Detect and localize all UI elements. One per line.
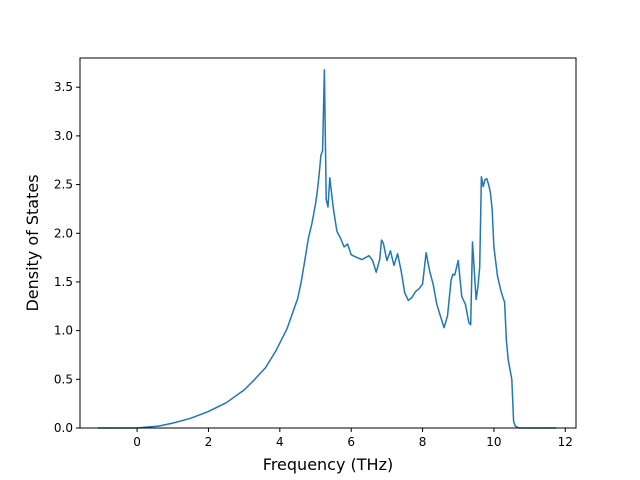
x-axis-ticks: 0 2 4 6 8 10 12 <box>133 428 573 449</box>
y-tick-label: 1.5 <box>54 275 73 289</box>
y-tick-label: 2.0 <box>54 226 73 240</box>
x-tick-label: 0 <box>133 435 141 449</box>
x-tick-label: 12 <box>558 435 573 449</box>
x-tick-label: 2 <box>205 435 213 449</box>
x-tick-label: 4 <box>276 435 284 449</box>
x-axis-label: Frequency (THz) <box>263 455 393 474</box>
y-axis-label: Density of States <box>23 174 42 311</box>
plot-area <box>97 68 557 429</box>
y-tick-label: 3.5 <box>54 80 73 94</box>
dos-line <box>97 68 557 429</box>
x-tick-label: 8 <box>419 435 427 449</box>
y-tick-label: 1.0 <box>54 324 73 338</box>
y-tick-label: 2.5 <box>54 178 73 192</box>
x-tick-label: 10 <box>486 435 501 449</box>
y-tick-label: 3.0 <box>54 129 73 143</box>
y-tick-label: 0.0 <box>54 421 73 435</box>
y-tick-label: 0.5 <box>54 372 73 386</box>
y-axis-ticks: 0.0 0.5 1.0 1.5 2.0 2.5 3.0 3.5 <box>54 80 80 435</box>
axes-frame <box>79 57 577 429</box>
x-tick-label: 6 <box>347 435 355 449</box>
